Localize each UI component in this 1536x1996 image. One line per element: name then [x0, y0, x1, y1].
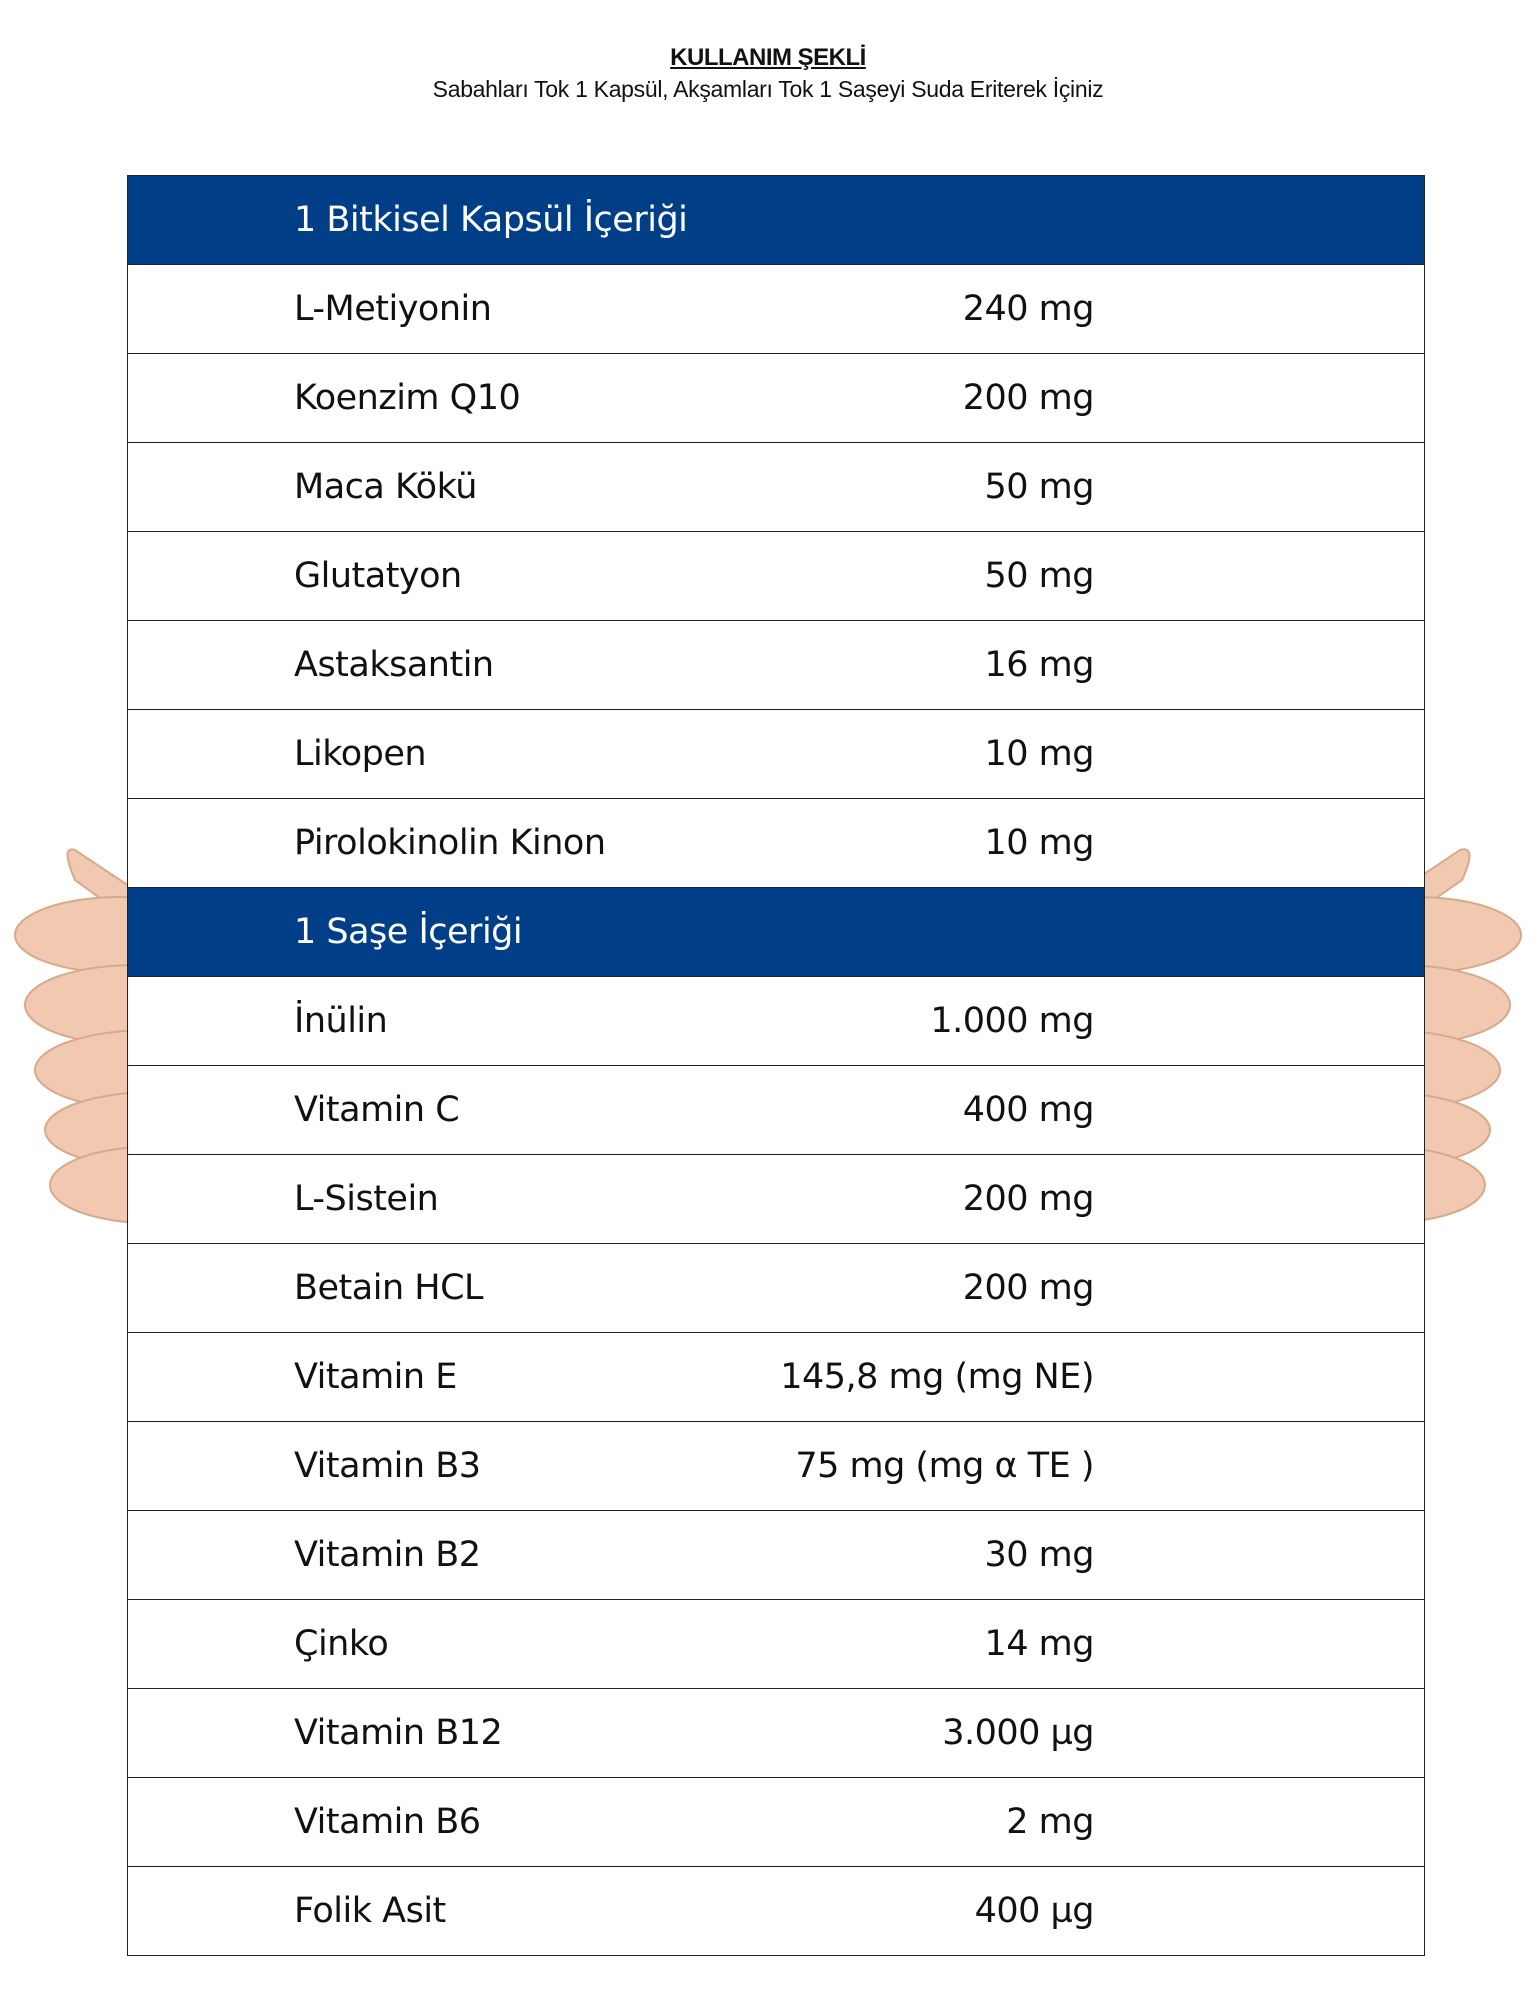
ingredient-name-cell: Maca Kökü	[126, 442, 680, 532]
ingredient-name-cell: Vitamin E	[126, 1332, 680, 1422]
section-header-cell: 1 Bitkisel Kapsül İçeriği	[127, 175, 1425, 265]
ingredient-amount: 50 mg	[679, 531, 1425, 621]
ingredient-name: Vitamin B6	[294, 1802, 481, 1842]
table-row: İnülin 1.000 mg	[126, 976, 1425, 1066]
ingredient-name: Vitamin C	[294, 1090, 460, 1130]
section-header: 1 Bitkisel Kapsül İçeriği	[127, 175, 1425, 265]
table-row: L-Metiyonin 240 mg	[126, 264, 1425, 354]
ingredient-name-cell: Pirolokinolin Kinon	[126, 798, 680, 888]
ingredient-amount: 400 µg	[679, 1866, 1425, 1956]
ingredient-name: L-Metiyonin	[294, 289, 492, 329]
table-row: Maca Kökü 50 mg	[126, 442, 1425, 532]
ingredient-name: Çinko	[294, 1624, 389, 1664]
ingredient-name-cell: İnülin	[126, 976, 680, 1066]
ingredient-amount: 400 mg	[679, 1065, 1425, 1155]
ingredient-name: Pirolokinolin Kinon	[294, 823, 606, 863]
ingredient-name-cell: Vitamin C	[126, 1065, 680, 1155]
table-row: Astaksantin 16 mg	[126, 620, 1425, 710]
ingredient-name: L-Sistein	[294, 1179, 439, 1219]
section-title: 1 Bitkisel Kapsül İçeriği	[294, 200, 688, 240]
table-row: Koenzim Q10 200 mg	[126, 353, 1425, 443]
usage-title: KULLANIM ŞEKLİ	[670, 44, 866, 71]
ingredient-name-cell: Koenzim Q10	[126, 353, 680, 443]
ingredient-name: Koenzim Q10	[294, 378, 521, 418]
ingredient-name-cell: Vitamin B3	[126, 1421, 680, 1511]
ingredient-amount: 10 mg	[679, 798, 1425, 888]
ingredient-amount: 145,8 mg (mg NE)	[679, 1332, 1425, 1422]
ingredient-amount: 50 mg	[679, 442, 1425, 532]
ingredients-table: 1 Bitkisel Kapsül İçeriği L-Metiyonin 240 …	[126, 175, 1425, 1956]
ingredient-amount: 10 mg	[679, 709, 1425, 799]
table-row: L-Sistein 200 mg	[126, 1154, 1425, 1244]
ingredient-amount: 3.000 µg	[679, 1688, 1425, 1778]
ingredient-name: Folik Asit	[294, 1891, 446, 1931]
ingredient-name: Astaksantin	[294, 645, 494, 685]
ingredient-name-cell: Vitamin B2	[126, 1510, 680, 1600]
table-row: Glutatyon 50 mg	[126, 531, 1425, 621]
ingredient-name-cell: Astaksantin	[126, 620, 680, 710]
ingredient-name-cell: Likopen	[126, 709, 680, 799]
ingredient-name: Vitamin B3	[294, 1446, 481, 1486]
table-row: Çinko 14 mg	[126, 1599, 1425, 1689]
ingredient-name: Glutatyon	[294, 556, 462, 596]
ingredient-name: Vitamin E	[294, 1357, 457, 1397]
ingredient-name: Betain HCL	[294, 1268, 484, 1308]
section-header: 1 Saşe İçeriği	[127, 887, 1425, 977]
ingredient-amount: 16 mg	[679, 620, 1425, 710]
table-row: Vitamin B6 2 mg	[126, 1777, 1425, 1867]
ingredient-name-cell: Çinko	[126, 1599, 680, 1689]
ingredient-amount: 200 mg	[679, 1154, 1425, 1244]
section-header-cell: 1 Saşe İçeriği	[127, 887, 1425, 977]
usage-instructions: KULLANIM ŞEKLİ Sabahları Tok 1 Kapsül, A…	[0, 44, 1536, 103]
ingredient-name-cell: L-Metiyonin	[126, 264, 680, 354]
ingredient-name-cell: Vitamin B6	[126, 1777, 680, 1867]
table-row: Vitamin E 145,8 mg (mg NE)	[126, 1332, 1425, 1422]
ingredient-amount: 75 mg (mg α TE )	[679, 1421, 1425, 1511]
ingredient-amount: 30 mg	[679, 1510, 1425, 1600]
table-row: Betain HCL 200 mg	[126, 1243, 1425, 1333]
ingredient-name-cell: Folik Asit	[126, 1866, 680, 1956]
ingredient-name-cell: L-Sistein	[126, 1154, 680, 1244]
ingredient-amount: 200 mg	[679, 353, 1425, 443]
table-row: Pirolokinolin Kinon 10 mg	[126, 798, 1425, 888]
table-row: Folik Asit 400 µg	[126, 1866, 1425, 1956]
ingredient-name: Vitamin B12	[294, 1713, 503, 1753]
ingredient-amount: 2 mg	[679, 1777, 1425, 1867]
ingredient-name-cell: Glutatyon	[126, 531, 680, 621]
ingredient-amount: 14 mg	[679, 1599, 1425, 1689]
table-row: Vitamin B3 75 mg (mg α TE )	[126, 1421, 1425, 1511]
ingredient-name: Likopen	[294, 734, 427, 774]
ingredient-amount: 1.000 mg	[679, 976, 1425, 1066]
table-row: Vitamin C 400 mg	[126, 1065, 1425, 1155]
section-title: 1 Saşe İçeriği	[294, 912, 523, 952]
usage-text: Sabahları Tok 1 Kapsül, Akşamları Tok 1 …	[432, 76, 1104, 102]
table-row: Likopen 10 mg	[126, 709, 1425, 799]
ingredient-name-cell: Betain HCL	[126, 1243, 680, 1333]
ingredient-name-cell: Vitamin B12	[126, 1688, 680, 1778]
table-row: Vitamin B2 30 mg	[126, 1510, 1425, 1600]
ingredient-name: İnülin	[294, 1001, 388, 1041]
ingredient-amount: 200 mg	[679, 1243, 1425, 1333]
table-row: Vitamin B12 3.000 µg	[126, 1688, 1425, 1778]
ingredient-name: Maca Kökü	[294, 467, 477, 507]
ingredient-amount: 240 mg	[679, 264, 1425, 354]
ingredient-name: Vitamin B2	[294, 1535, 481, 1575]
